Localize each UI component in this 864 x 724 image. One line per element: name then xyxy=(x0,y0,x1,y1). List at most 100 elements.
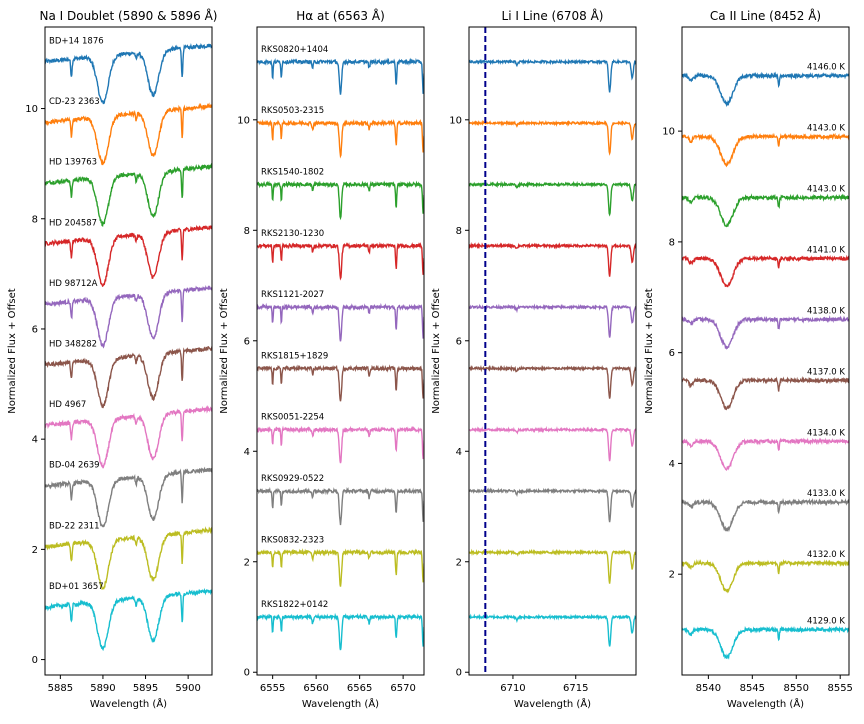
series-label: RKS1822+0142 xyxy=(261,600,328,610)
spectrum-line xyxy=(257,180,424,221)
spectrum-line xyxy=(45,346,212,409)
y-tick-label: 4 xyxy=(244,447,250,458)
series-label: BD+01 3657 xyxy=(49,582,104,592)
axes-frame xyxy=(44,26,213,676)
x-tick-label: 8540 xyxy=(696,683,721,694)
spectrum-line xyxy=(257,118,424,159)
y-axis-label: Normalized Flux + Offset xyxy=(219,288,230,414)
spectrum-line xyxy=(469,364,636,399)
spectrum-line xyxy=(682,497,849,533)
series-label: RKS1121-2027 xyxy=(261,290,324,300)
spectrum-line xyxy=(469,58,636,93)
series-label: 4134.0 K xyxy=(807,428,845,438)
spectrum-line xyxy=(682,193,849,228)
series-label: RKS2130-1230 xyxy=(261,229,324,239)
spectrum-line xyxy=(469,613,636,647)
x-axis-label: Wavelength (Å) xyxy=(302,697,379,710)
panel-title: Ca II Line (8452 Å) xyxy=(710,8,821,23)
spectrum-line xyxy=(257,548,424,587)
x-tick-label: 8550 xyxy=(784,683,809,694)
x-axis-label: Wavelength (Å) xyxy=(727,697,804,710)
spectrum-line xyxy=(45,405,212,469)
x-tick-label: 8555 xyxy=(827,683,852,694)
spectrum-line xyxy=(257,241,424,281)
y-tick-label: 6 xyxy=(32,324,38,335)
axes-frame xyxy=(256,26,425,676)
series-label: RKS0832-2323 xyxy=(261,535,324,545)
spectrum-line xyxy=(45,42,212,105)
spectrum-line xyxy=(682,558,849,594)
spectrum-line xyxy=(257,302,424,342)
x-tick-label: 6560 xyxy=(303,683,328,694)
panel-3: 6710 6715 0 2 4 6 8 10 Li I Line (6708 Å) Wavelen… xyxy=(431,8,637,710)
panel-4: 4146.0 K 4143.0 K 4143.0 K 4141.0 K 4138.0 K… xyxy=(644,8,853,710)
y-tick-label: 10 xyxy=(449,115,462,126)
spectrum-line xyxy=(469,425,636,462)
spectrum-line xyxy=(45,162,212,227)
spectrum-line xyxy=(45,102,212,166)
series-label: 4143.0 K xyxy=(807,124,845,134)
x-tick-label: 6555 xyxy=(260,683,285,694)
spectrum-line xyxy=(682,437,849,472)
x-tick-label: 8545 xyxy=(740,683,765,694)
panel-title: Hα at (6563 Å) xyxy=(296,8,385,23)
plot-area xyxy=(257,57,424,651)
y-tick-label: 4 xyxy=(32,435,38,446)
y-tick-label: 0 xyxy=(32,655,38,666)
series-label: 4129.0 K xyxy=(807,617,845,627)
series-label: RKS1815+1829 xyxy=(261,351,328,361)
series-label: RKS1540-1802 xyxy=(261,167,324,177)
series-label: BD-22 2311 xyxy=(49,521,100,531)
y-tick-label: 2 xyxy=(244,557,250,568)
spectrum-line xyxy=(469,119,636,156)
y-axis-label: Normalized Flux + Offset xyxy=(644,288,655,414)
spectrum-line xyxy=(257,486,424,526)
spectrum-line xyxy=(469,242,636,277)
series-label: HD 98712A xyxy=(49,279,98,289)
spectrum-line xyxy=(682,376,849,411)
spectrum-line xyxy=(682,132,849,168)
y-tick-label: 8 xyxy=(32,214,38,225)
x-tick-label: 6565 xyxy=(347,683,372,694)
y-tick-label: 6 xyxy=(669,348,675,359)
x-tick-label: 6710 xyxy=(500,683,525,694)
series-label: CD-23 2363 xyxy=(49,97,100,107)
spectrum-line xyxy=(469,303,636,338)
spectrum-line xyxy=(682,71,849,108)
panel-2: RKS0820+1404 RKS0503-2315 RKS1540-1802 RKS2… xyxy=(219,8,425,710)
spectrum-line xyxy=(257,364,424,402)
spectrum-line xyxy=(469,548,636,584)
series-label: RKS0503-2315 xyxy=(261,106,324,116)
y-tick-label: 0 xyxy=(456,668,462,679)
spectrum-line xyxy=(682,254,849,288)
series-label: HD 204587 xyxy=(49,218,97,228)
y-tick-label: 8 xyxy=(244,226,250,237)
spectrum-line xyxy=(45,526,212,591)
y-tick-label: 10 xyxy=(25,104,38,115)
panel-1: BD+14 1876 CD-23 2363 HD 139763 HD 204587 HD… xyxy=(7,8,218,710)
series-label: 4143.0 K xyxy=(807,185,845,195)
plot-area xyxy=(682,71,849,660)
spectrum-line xyxy=(682,625,849,660)
panel-title: Na I Doublet (5890 & 5896 Å) xyxy=(40,8,218,23)
x-tick-label: 5900 xyxy=(175,683,200,694)
series-label: 4133.0 K xyxy=(807,489,845,499)
x-tick-label: 5890 xyxy=(90,683,115,694)
spectrum-line xyxy=(257,57,424,95)
series-label: 4137.0 K xyxy=(807,367,845,377)
axes-frame xyxy=(468,26,637,676)
series-label: RKS0929-0522 xyxy=(261,474,324,484)
axes-frame xyxy=(681,26,850,676)
series-label: RKS0051-2254 xyxy=(261,413,324,423)
y-tick-label: 2 xyxy=(456,557,462,568)
panel-title: Li I Line (6708 Å) xyxy=(502,8,604,23)
series-label: HD 4967 xyxy=(49,400,86,410)
plot-area xyxy=(45,42,212,652)
spectrum-line xyxy=(257,612,424,651)
x-axis-label: Wavelength (Å) xyxy=(514,697,591,710)
x-axis-label: Wavelength (Å) xyxy=(90,697,167,710)
y-tick-label: 4 xyxy=(669,459,675,470)
y-tick-label: 8 xyxy=(669,237,675,248)
